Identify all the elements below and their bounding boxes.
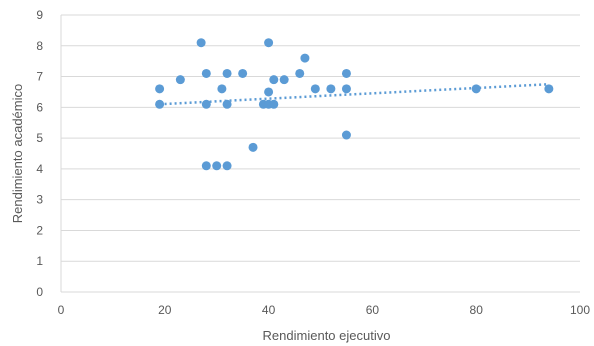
data-point-15	[264, 38, 274, 48]
y-tick-label: 3	[36, 193, 43, 207]
data-point-5	[201, 99, 211, 109]
x-tick-label: 0	[58, 303, 65, 317]
data-point-27	[341, 130, 351, 140]
data-point-19	[269, 99, 279, 109]
data-point-23	[310, 84, 320, 94]
data-point-25	[341, 68, 351, 78]
data-point-28	[471, 84, 481, 94]
y-tick-label: 6	[36, 100, 43, 114]
data-point-7	[212, 161, 222, 171]
y-tick-label: 2	[36, 223, 43, 237]
y-tick-label: 5	[36, 131, 43, 145]
data-point-2	[175, 75, 185, 85]
data-point-6	[201, 161, 211, 171]
y-tick-label: 7	[36, 70, 43, 84]
data-point-24	[326, 84, 336, 94]
data-point-26	[341, 84, 351, 94]
y-axis-title: Rendimiento académico	[10, 84, 25, 223]
y-tick-label: 1	[36, 254, 43, 268]
data-point-21	[295, 68, 305, 78]
x-tick-labels: 0 20 40 60 80 100	[58, 303, 591, 317]
data-point-20	[279, 75, 289, 85]
data-point-3	[196, 38, 206, 48]
x-axis-title: Rendimiento ejecutivo	[263, 328, 391, 343]
data-point-29	[544, 84, 554, 94]
data-point-1	[155, 99, 165, 109]
data-point-9	[222, 68, 232, 78]
data-point-13	[248, 142, 258, 152]
data-point-4	[201, 68, 211, 78]
gridlines	[60, 14, 580, 293]
data-point-10	[222, 99, 232, 109]
data-point-12	[238, 68, 248, 78]
data-point-22	[300, 53, 310, 63]
y-tick-label: 9	[36, 8, 43, 22]
y-tick-label: 4	[36, 162, 43, 176]
x-tick-label: 100	[570, 303, 590, 317]
x-tick-label: 80	[470, 303, 484, 317]
y-tick-labels: 0 1 2 3 4 5 6 7 8 9	[36, 8, 43, 299]
y-tick-label: 8	[36, 39, 43, 53]
data-point-16	[264, 87, 274, 97]
data-point-0	[155, 84, 165, 94]
y-tick-label: 0	[36, 285, 43, 299]
x-tick-label: 60	[366, 303, 380, 317]
x-tick-label: 20	[158, 303, 172, 317]
data-point-18	[269, 75, 279, 85]
data-points	[155, 38, 554, 171]
data-point-8	[217, 84, 227, 94]
x-tick-label: 40	[262, 303, 276, 317]
data-point-11	[222, 161, 232, 171]
